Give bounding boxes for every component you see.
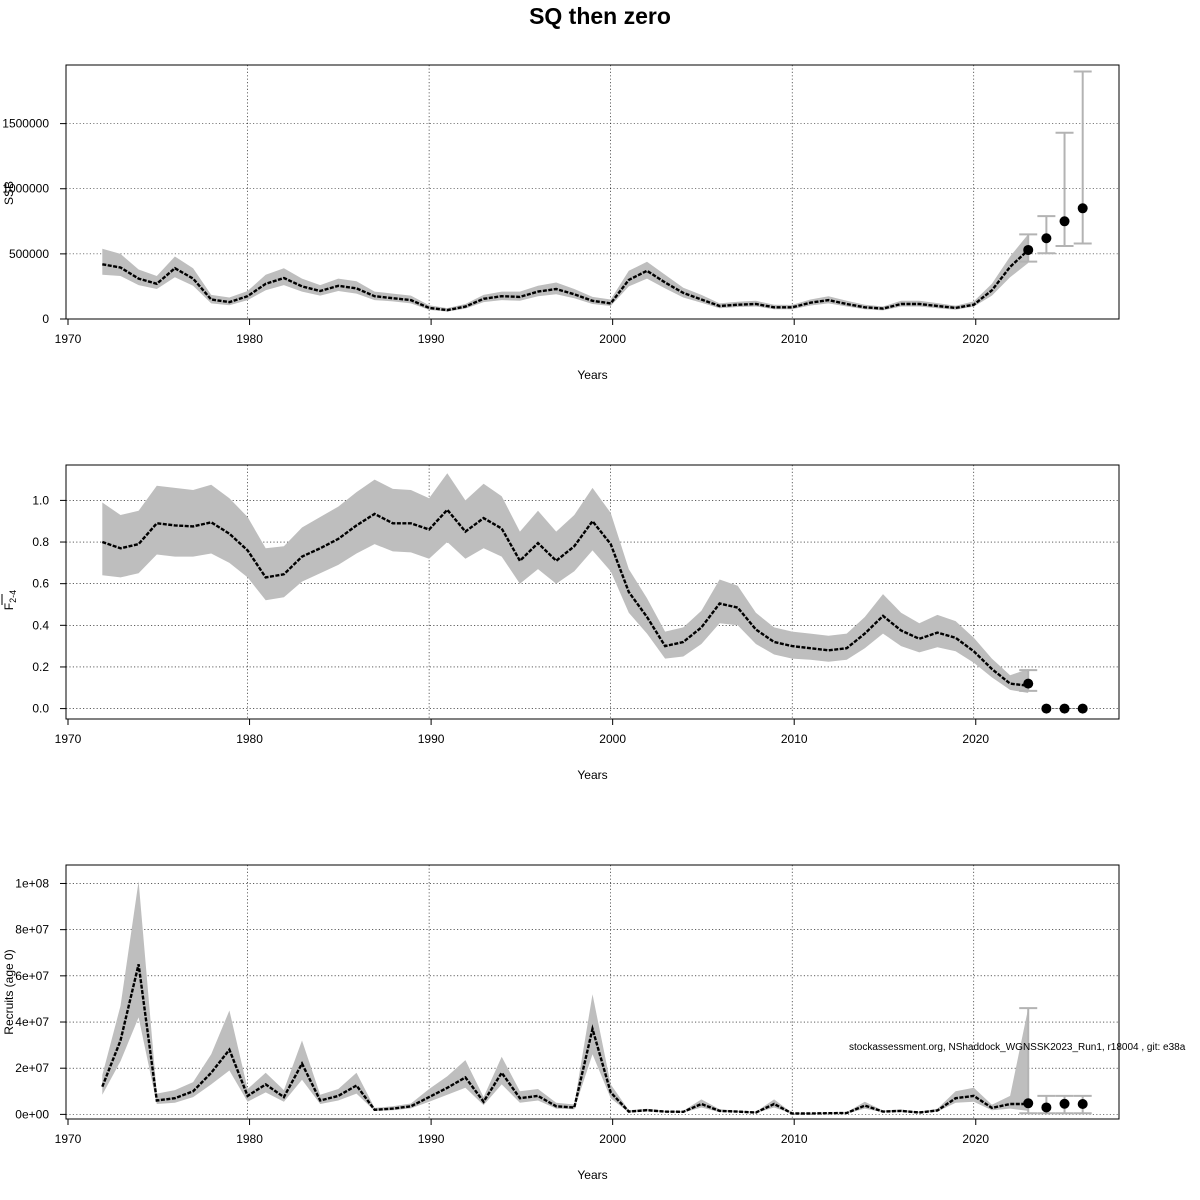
y-axis-label: F2-4 bbox=[2, 590, 18, 610]
forecast-point bbox=[1077, 703, 1088, 714]
x-tick-label: 2000 bbox=[599, 332, 626, 346]
x-tick-label: 2010 bbox=[781, 1132, 808, 1146]
y-tick-label: 0 bbox=[42, 312, 49, 326]
y-axis-label: SSB bbox=[2, 181, 16, 205]
forecast-point bbox=[1041, 1102, 1052, 1113]
y-axis-label-main: F bbox=[2, 603, 16, 610]
credit-text: stockassessment.org, NShaddock_WGNSSK202… bbox=[849, 1042, 1186, 1053]
y-tick-label: 4e+07 bbox=[15, 1015, 49, 1029]
x-tick-label: 1970 bbox=[55, 732, 82, 746]
forecast-point bbox=[1041, 703, 1052, 714]
y-tick-label: 6e+07 bbox=[15, 969, 49, 983]
confidence-band bbox=[102, 234, 1029, 312]
forecast-point bbox=[1077, 1098, 1088, 1109]
y-tick-label: 0.2 bbox=[32, 660, 49, 674]
x-tick-label: 1970 bbox=[55, 332, 82, 346]
forecast-point bbox=[1023, 1098, 1034, 1109]
x-axis-label: Years bbox=[577, 1168, 607, 1182]
recruits-panel: 1970 1980 1990 2000 2010 2020 Years 0e+00 2e+07 4… bbox=[2, 864, 1120, 1182]
estimate-line bbox=[101, 507, 1029, 687]
forecast-point bbox=[1077, 203, 1088, 214]
x-axis-label: Years bbox=[577, 368, 607, 382]
y-tick-label: 0.4 bbox=[32, 618, 49, 632]
y-tick-label: 2e+07 bbox=[15, 1061, 49, 1075]
confidence-band bbox=[102, 473, 1029, 693]
estimate-line bbox=[101, 964, 1029, 1115]
y-tick-label: 1500000 bbox=[2, 117, 49, 131]
estimate-line bbox=[102, 249, 1030, 312]
y-tick-label: 1e+08 bbox=[15, 876, 49, 890]
y-tick-label: 0.8 bbox=[32, 535, 49, 549]
x-axis-label: Years bbox=[577, 768, 607, 782]
x-tick-label: 1990 bbox=[418, 732, 445, 746]
x-tick-label: 2020 bbox=[962, 1132, 989, 1146]
x-tick-label: 2000 bbox=[599, 1132, 626, 1146]
y-tick-label: 0e+00 bbox=[15, 1107, 49, 1121]
y-tick-label: 8e+07 bbox=[15, 923, 49, 937]
x-tick-label: 2020 bbox=[962, 332, 989, 346]
x-tick-label: 1980 bbox=[236, 332, 263, 346]
ssb-panel: 1970 1980 1990 2000 2010 2020 Years 0 500000 1000… bbox=[2, 64, 1120, 382]
forecast-point bbox=[1041, 233, 1052, 244]
x-tick-label: 2020 bbox=[962, 732, 989, 746]
fbar-panel: 1970 1980 1990 2000 2010 2020 Years 0.0 0.2 0.4 0.… bbox=[1, 464, 1120, 782]
x-tick-label: 1970 bbox=[55, 1132, 82, 1146]
x-tick-label: 1980 bbox=[236, 1132, 263, 1146]
y-tick-label: 1000000 bbox=[2, 182, 49, 196]
confidence-band bbox=[102, 881, 1029, 1114]
x-tick-label: 2000 bbox=[599, 732, 626, 746]
plot-frame bbox=[65, 864, 1120, 1120]
plot-frame bbox=[65, 464, 1120, 720]
x-tick-label: 1990 bbox=[418, 1132, 445, 1146]
x-tick-label: 2010 bbox=[781, 732, 808, 746]
forecast-point bbox=[1023, 244, 1034, 255]
y-tick-label: 500000 bbox=[9, 247, 49, 261]
x-tick-label: 1990 bbox=[418, 332, 445, 346]
y-axis-label: Recruits (age 0) bbox=[2, 949, 16, 1034]
chart-title: SQ then zero bbox=[529, 3, 671, 29]
plot-frame bbox=[65, 64, 1120, 320]
forecast-point bbox=[1023, 678, 1034, 689]
forecast-point bbox=[1059, 703, 1070, 714]
x-tick-label: 2010 bbox=[781, 332, 808, 346]
y-tick-label: 0.6 bbox=[32, 577, 49, 591]
x-tick-label: 1980 bbox=[236, 732, 263, 746]
y-tick-label: 0.0 bbox=[32, 702, 49, 716]
y-axis-label-sub: 2-4 bbox=[8, 590, 18, 603]
y-tick-label: 1.0 bbox=[32, 493, 49, 507]
forecast-point bbox=[1059, 1098, 1070, 1109]
forecast-point bbox=[1059, 216, 1070, 227]
